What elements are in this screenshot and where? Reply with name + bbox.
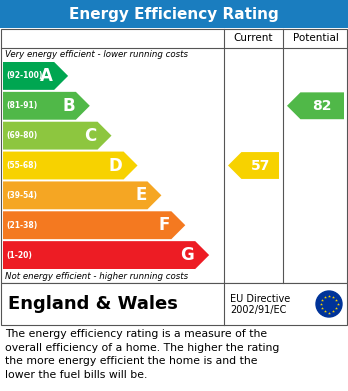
Text: EU Directive: EU Directive bbox=[230, 294, 290, 304]
Text: The energy efficiency rating is a measure of the
overall efficiency of a home. T: The energy efficiency rating is a measur… bbox=[5, 329, 279, 380]
Text: C: C bbox=[84, 127, 97, 145]
Text: 2002/91/EC: 2002/91/EC bbox=[230, 305, 286, 315]
Text: (69-80): (69-80) bbox=[6, 131, 37, 140]
Text: (55-68): (55-68) bbox=[6, 161, 37, 170]
Polygon shape bbox=[287, 92, 344, 119]
Bar bbox=[1, 29, 347, 283]
Text: D: D bbox=[109, 156, 122, 174]
Polygon shape bbox=[228, 152, 279, 179]
Text: Energy Efficiency Rating: Energy Efficiency Rating bbox=[69, 7, 279, 22]
Circle shape bbox=[316, 291, 342, 317]
Bar bbox=[0, 0, 348, 28]
Text: Not energy efficient - higher running costs: Not energy efficient - higher running co… bbox=[5, 272, 188, 281]
Polygon shape bbox=[3, 181, 161, 209]
Text: F: F bbox=[159, 216, 171, 234]
Text: Potential: Potential bbox=[293, 33, 339, 43]
Text: Current: Current bbox=[234, 33, 273, 43]
Text: Very energy efficient - lower running costs: Very energy efficient - lower running co… bbox=[5, 50, 188, 59]
Text: (92-100): (92-100) bbox=[6, 72, 42, 81]
Text: (39-54): (39-54) bbox=[6, 191, 37, 200]
Polygon shape bbox=[3, 152, 137, 179]
Polygon shape bbox=[3, 211, 185, 239]
Polygon shape bbox=[3, 92, 90, 120]
Text: E: E bbox=[135, 187, 147, 204]
Text: 82: 82 bbox=[313, 99, 332, 113]
Text: (1-20): (1-20) bbox=[6, 251, 32, 260]
Text: (81-91): (81-91) bbox=[6, 101, 37, 110]
Text: England & Wales: England & Wales bbox=[8, 295, 178, 313]
Bar bbox=[1, 283, 347, 325]
Text: A: A bbox=[40, 67, 53, 85]
Text: G: G bbox=[181, 246, 194, 264]
Text: B: B bbox=[62, 97, 75, 115]
Polygon shape bbox=[3, 241, 209, 269]
Polygon shape bbox=[3, 122, 111, 150]
Text: 57: 57 bbox=[251, 158, 270, 172]
Text: (21-38): (21-38) bbox=[6, 221, 37, 230]
Polygon shape bbox=[3, 62, 68, 90]
